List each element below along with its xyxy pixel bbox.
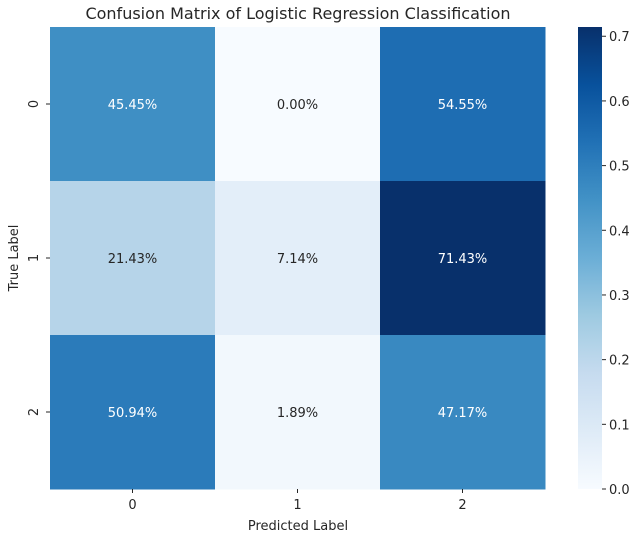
x-tick-label: 0 (128, 498, 136, 513)
colorbar (578, 27, 602, 489)
colorbar-tick-label: 0.7 (609, 30, 630, 45)
cell-value-label: 50.94% (108, 406, 158, 421)
cell-value-label: 0.00% (277, 98, 318, 113)
x-tick-label: 1 (293, 498, 301, 513)
colorbar-tick-label: 0.0 (609, 483, 630, 498)
cell-value-label: 21.43% (108, 252, 158, 267)
y-tick-label: 0 (27, 100, 42, 108)
heatmap-cell (215, 27, 381, 182)
cell-value-label: 1.89% (277, 406, 318, 421)
x-tick-label: 2 (458, 498, 466, 513)
chart-title: Confusion Matrix of Logistic Regression … (85, 4, 510, 23)
heatmap-cell (380, 181, 546, 336)
x-axis-ticks: 0 1 2 (128, 489, 467, 513)
y-tick-label: 2 (27, 408, 42, 416)
cell-value-label: 47.17% (438, 406, 488, 421)
colorbar-tick-label: 0.1 (609, 418, 630, 433)
cell-value-label: 54.55% (438, 98, 488, 113)
heatmap-cell (380, 27, 546, 182)
heatmap-cell (215, 335, 381, 490)
x-axis-label: Predicted Label (248, 519, 348, 533)
colorbar-tick-label: 0.4 (609, 224, 630, 239)
heatmap-cells: 45.45% 0.00% 54.55% 21.43% 7.14% 71.43% 50.94%… (50, 27, 546, 490)
y-axis-label: True Label (7, 225, 22, 293)
colorbar-tick-label: 0.6 (609, 95, 630, 110)
cell-value-label: 45.45% (108, 98, 158, 113)
y-axis-ticks: 0 1 2 (27, 100, 50, 416)
heatmap-cell (215, 181, 381, 336)
heatmap-cell (380, 335, 546, 490)
colorbar-tick-label: 0.5 (609, 160, 630, 175)
heatmap-cell (50, 27, 216, 182)
cell-value-label: 71.43% (438, 252, 488, 267)
colorbar-tick-label: 0.3 (609, 289, 630, 304)
colorbar-tick-label: 0.2 (609, 354, 630, 369)
heatmap-cell (50, 181, 216, 336)
cell-value-label: 7.14% (277, 252, 318, 267)
colorbar-ticks: 0.0 0.1 0.2 0.3 0.4 0.5 0.6 0.7 (602, 30, 630, 498)
heatmap-cell (50, 335, 216, 490)
y-tick-label: 1 (27, 254, 42, 262)
